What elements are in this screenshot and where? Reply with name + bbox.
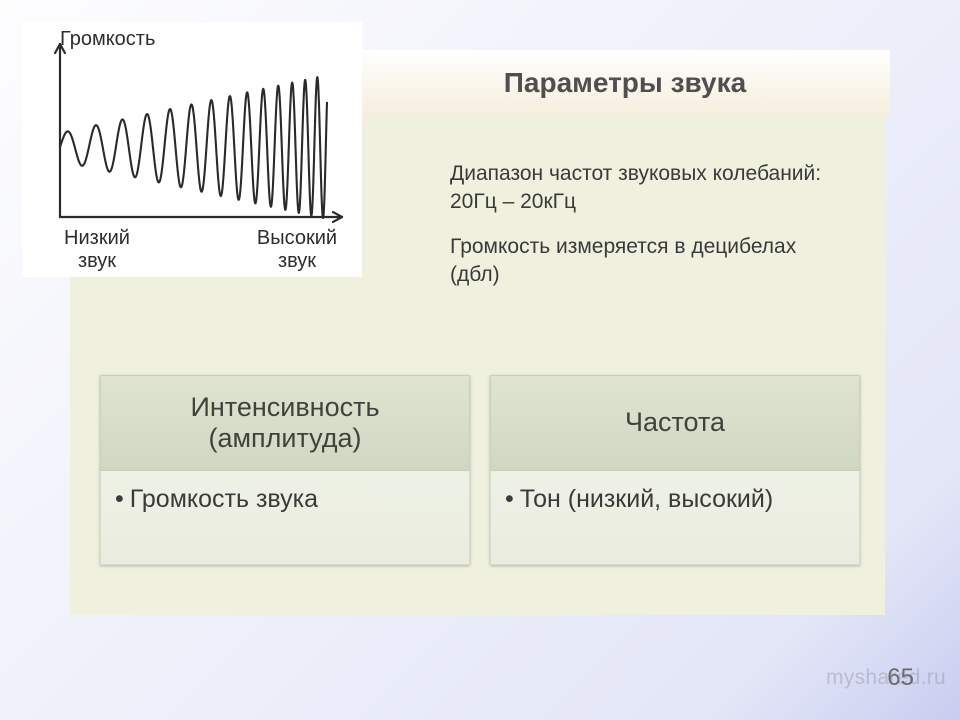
card-frequency-head: Частота (490, 375, 860, 471)
desc-frequency-range: Диапазон частот звуковых колебаний: 20Гц… (450, 160, 830, 215)
y-axis-label: Громкость (60, 28, 155, 51)
card-frequency: Частота •Тон (низкий, высокий) (490, 375, 860, 565)
card-intensity-body-text: Громкость звука (130, 485, 318, 513)
bullet-icon: • (115, 485, 124, 513)
card-intensity-body: •Громкость звука (100, 471, 470, 565)
wave-graph: Громкость Низкийзвук Высокийзвук (22, 22, 362, 277)
slide-title: Параметры звука (504, 67, 746, 99)
bullet-icon: • (505, 485, 514, 513)
x-axis-left-label: Низкийзвук (52, 227, 142, 273)
description-block: Диапазон частот звуковых колебаний: 20Гц… (450, 160, 830, 289)
x-axis-right-label: Высокийзвук (247, 227, 347, 273)
cards-row: Интенсивность (амплитуда) •Громкость зву… (100, 375, 860, 565)
card-frequency-body-text: Тон (низкий, высокий) (520, 485, 773, 513)
card-intensity: Интенсивность (амплитуда) •Громкость зву… (100, 375, 470, 565)
card-intensity-head: Интенсивность (амплитуда) (100, 375, 470, 471)
watermark: myshared.ru (826, 666, 946, 690)
desc-loudness-unit: Громкость измеряется в децибелах (дбл) (450, 233, 830, 288)
card-frequency-body: •Тон (низкий, высокий) (490, 471, 860, 565)
title-bar: Параметры звука (360, 50, 890, 116)
